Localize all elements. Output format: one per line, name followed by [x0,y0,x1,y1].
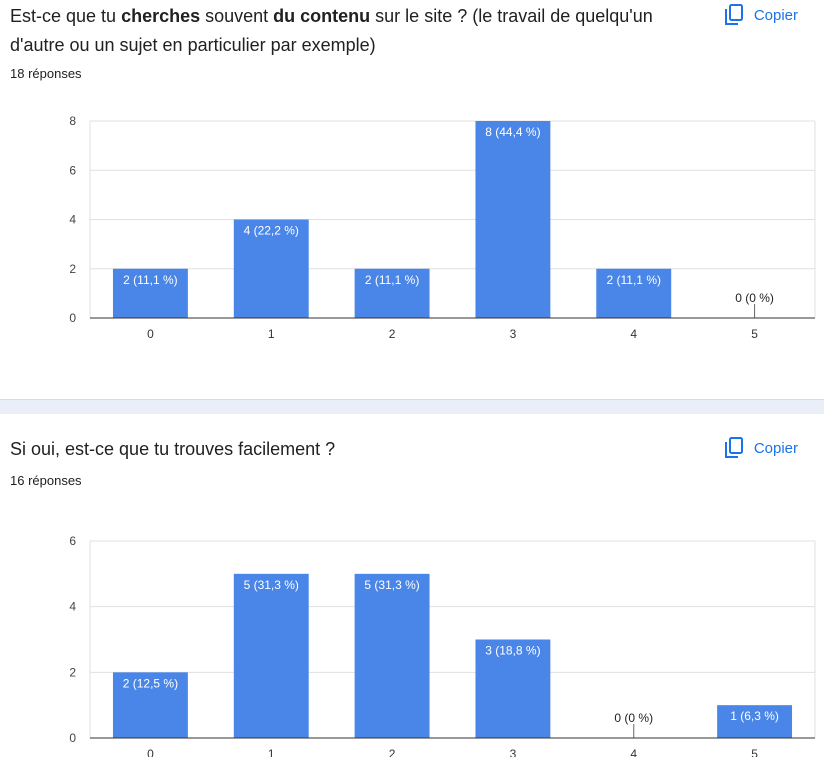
bar-data-label: 2 (12,5 %) [123,676,178,690]
title-part: Si oui, est-ce que tu trouves facilement… [10,439,336,459]
bar[interactable] [354,268,430,318]
bar-data-label: 8 (44,4 %) [485,125,540,139]
question-card-1: Est-ce que tu cherches souvent du conten… [0,2,824,360]
x-tick-label: 4 [630,747,637,757]
x-tick-label: 3 [510,327,517,341]
y-tick-label: 2 [69,665,76,679]
title-part: cherches [121,6,201,26]
bar-data-label: 3 (18,8 %) [485,644,540,658]
bar[interactable] [112,672,188,738]
bar-chart-2: 0 2 4 6 2 (12,5 %) 0 5 (31,3 %) 1 5 (31,3 %) 2 3 (… [0,502,824,762]
bar[interactable] [475,121,551,318]
bar-data-label: 0 (0 %) [614,711,653,725]
copy-icon [724,4,744,26]
chart-svg-2: 0 2 4 6 2 (12,5 %) 0 5 (31,3 %) 1 5 (31,3 %) 2 3 (… [69,534,816,761]
response-count-1: 18 réponses [10,66,82,81]
x-tick-label: 0 [147,747,154,757]
x-tick-label: 5 [751,747,758,757]
copy-label: Copier [753,439,798,457]
question-card-2: Si oui, est-ce que tu trouves facilement… [0,414,824,761]
title-part: sur le site ? (le travail de quelqu'un d… [10,6,653,55]
x-tick-label: 0 [147,327,154,341]
bar-data-label: 2 (11,1 %) [123,273,177,287]
copy-icon [724,437,744,459]
bar-data-label: 2 (11,1 %) [365,273,419,287]
x-tick-label: 1 [268,327,275,341]
copy-button-1[interactable]: Copier [724,4,798,26]
y-tick-label: 4 [69,213,76,227]
x-tick-label: 5 [751,327,758,341]
title-part: souvent [200,6,274,26]
y-tick-label: 0 [69,311,76,325]
bar-data-label: 5 (31,3 %) [364,578,419,592]
card-separator [0,399,824,414]
title-part: Est-ce que tu [10,6,122,26]
bar[interactable] [717,705,793,738]
title-part: du contenu [273,6,371,26]
x-tick-label: 3 [510,747,517,757]
bar-data-label: 5 (31,3 %) [244,578,299,592]
y-tick-label: 6 [69,163,76,177]
y-tick-label: 0 [69,731,76,745]
bar-data-label: 4 (22,2 %) [244,224,299,238]
question-title-1: Est-ce que tu cherches souvent du conten… [10,2,690,60]
y-tick-label: 4 [69,600,76,614]
bar-data-label: 0 (0 %) [735,291,774,305]
x-tick-label: 4 [630,327,637,341]
x-tick-label: 2 [389,327,396,341]
copy-label: Copier [753,6,798,24]
bar-data-label: 2 (11,1 %) [607,273,661,287]
bar[interactable] [233,573,309,738]
bar[interactable] [596,268,672,318]
bar-chart-1: 0 2 4 6 8 2 (11,1 %) 0 4 (22,2 %) 1 2 (11,1 %) 2 8 … [0,95,824,360]
x-tick-label: 2 [389,747,396,757]
response-count-2: 16 réponses [10,473,82,488]
y-tick-label: 6 [69,534,76,548]
y-tick-label: 8 [69,114,76,128]
copy-button-2[interactable]: Copier [724,437,798,459]
chart-svg-1: 0 2 4 6 8 2 (11,1 %) 0 4 (22,2 %) 1 2 (11,1 %) 2 8 … [69,114,816,341]
bar[interactable] [475,639,551,739]
question-title-2: Si oui, est-ce que tu trouves facilement… [10,435,690,464]
bar[interactable] [112,268,188,318]
x-tick-label: 1 [268,747,275,757]
y-tick-label: 2 [69,262,76,276]
bar-data-label: 1 (6,3 %) [730,709,779,723]
bar[interactable] [354,573,430,738]
bar[interactable] [233,219,309,319]
